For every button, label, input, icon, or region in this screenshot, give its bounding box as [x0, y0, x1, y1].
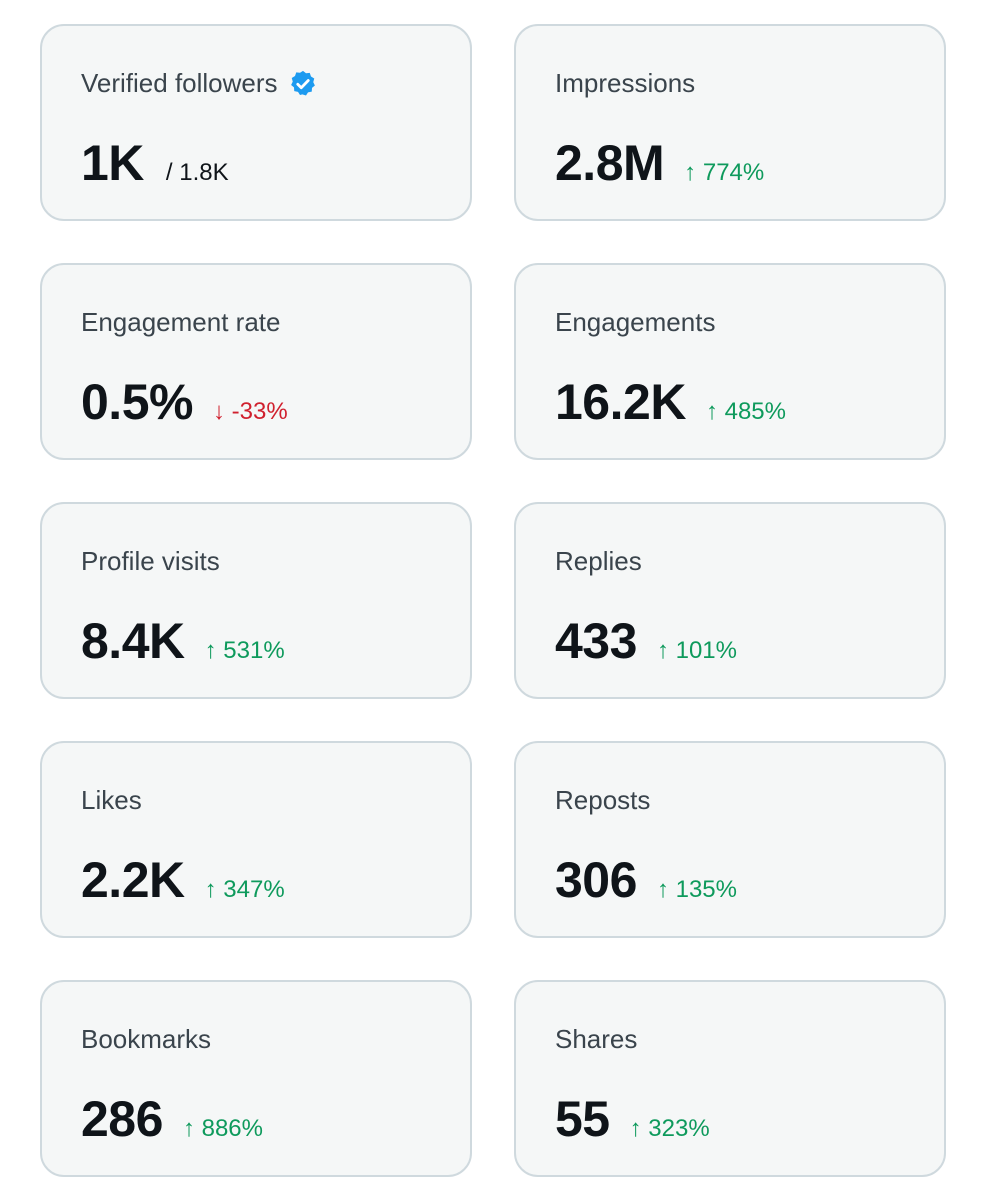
- metric-label: Likes: [81, 785, 142, 815]
- likes-card[interactable]: Likes 2.2K ↑ 347%: [40, 741, 472, 938]
- metric-value-row: 0.5% ↓ -33%: [81, 373, 288, 431]
- metric-change: ↑ 135%: [656, 876, 737, 903]
- metric-value: 8.4K: [81, 613, 185, 669]
- metric-value-row: 286 ↑ 886%: [81, 1090, 263, 1148]
- metric-change: ↓ -33%: [212, 398, 288, 425]
- metric-value: 55: [555, 1091, 610, 1147]
- metric-change: ↑ 485%: [705, 398, 786, 425]
- metric-change: ↑ 774%: [684, 159, 765, 186]
- metric-value-row: 55 ↑ 323%: [555, 1090, 710, 1148]
- verified-followers-card[interactable]: Verified followers 1K / 1.8K: [40, 24, 472, 221]
- metric-label: Reposts: [555, 785, 651, 815]
- engagements-card[interactable]: Engagements 16.2K ↑ 485%: [514, 263, 946, 460]
- metric-change: ↑ 531%: [204, 637, 285, 664]
- metric-label: Engagement rate: [81, 307, 281, 337]
- engagement-rate-card[interactable]: Engagement rate 0.5% ↓ -33%: [40, 263, 472, 460]
- metric-value: 1K: [81, 135, 144, 191]
- profile-visits-card[interactable]: Profile visits 8.4K ↑ 531%: [40, 502, 472, 699]
- impressions-card[interactable]: Impressions 2.8M ↑ 774%: [514, 24, 946, 221]
- metric-value-row: 2.8M ↑ 774%: [555, 134, 764, 192]
- metric-change: ↑ 347%: [204, 876, 285, 903]
- metric-change: ↑ 323%: [629, 1115, 710, 1142]
- reposts-card[interactable]: Reposts 306 ↑ 135%: [514, 741, 946, 938]
- metric-label: Profile visits: [81, 546, 220, 576]
- metric-label: Shares: [555, 1024, 638, 1054]
- metric-label: Replies: [555, 546, 642, 576]
- metric-value: 306: [555, 852, 637, 908]
- metric-change: ↑ 101%: [656, 637, 737, 664]
- metric-value: 2.8M: [555, 135, 665, 191]
- metric-value-row: 306 ↑ 135%: [555, 851, 737, 909]
- shares-card[interactable]: Shares 55 ↑ 323%: [514, 980, 946, 1177]
- replies-card[interactable]: Replies 433 ↑ 101%: [514, 502, 946, 699]
- metric-value: 286: [81, 1091, 163, 1147]
- metric-value: 16.2K: [555, 374, 686, 430]
- bookmarks-card[interactable]: Bookmarks 286 ↑ 886%: [40, 980, 472, 1177]
- metric-value-row: 8.4K ↑ 531%: [81, 612, 285, 670]
- metric-value-row: 2.2K ↑ 347%: [81, 851, 285, 909]
- verified-badge-icon: [290, 70, 315, 95]
- metric-change: ↑ 886%: [182, 1115, 263, 1142]
- metric-label: Engagements: [555, 307, 716, 337]
- metric-value-row: 433 ↑ 101%: [555, 612, 737, 670]
- metric-value: 433: [555, 613, 637, 669]
- metric-value-row: 1K / 1.8K: [81, 134, 229, 192]
- metric-total: / 1.8K: [165, 159, 229, 186]
- metric-value: 2.2K: [81, 852, 185, 908]
- verified-followers-label-row: Verified followers: [81, 68, 318, 99]
- metric-label: Verified followers: [81, 68, 278, 98]
- metric-label: Impressions: [555, 68, 696, 98]
- metric-value: 0.5%: [81, 374, 193, 430]
- metric-value-row: 16.2K ↑ 485%: [555, 373, 786, 431]
- metric-label: Bookmarks: [81, 1024, 212, 1054]
